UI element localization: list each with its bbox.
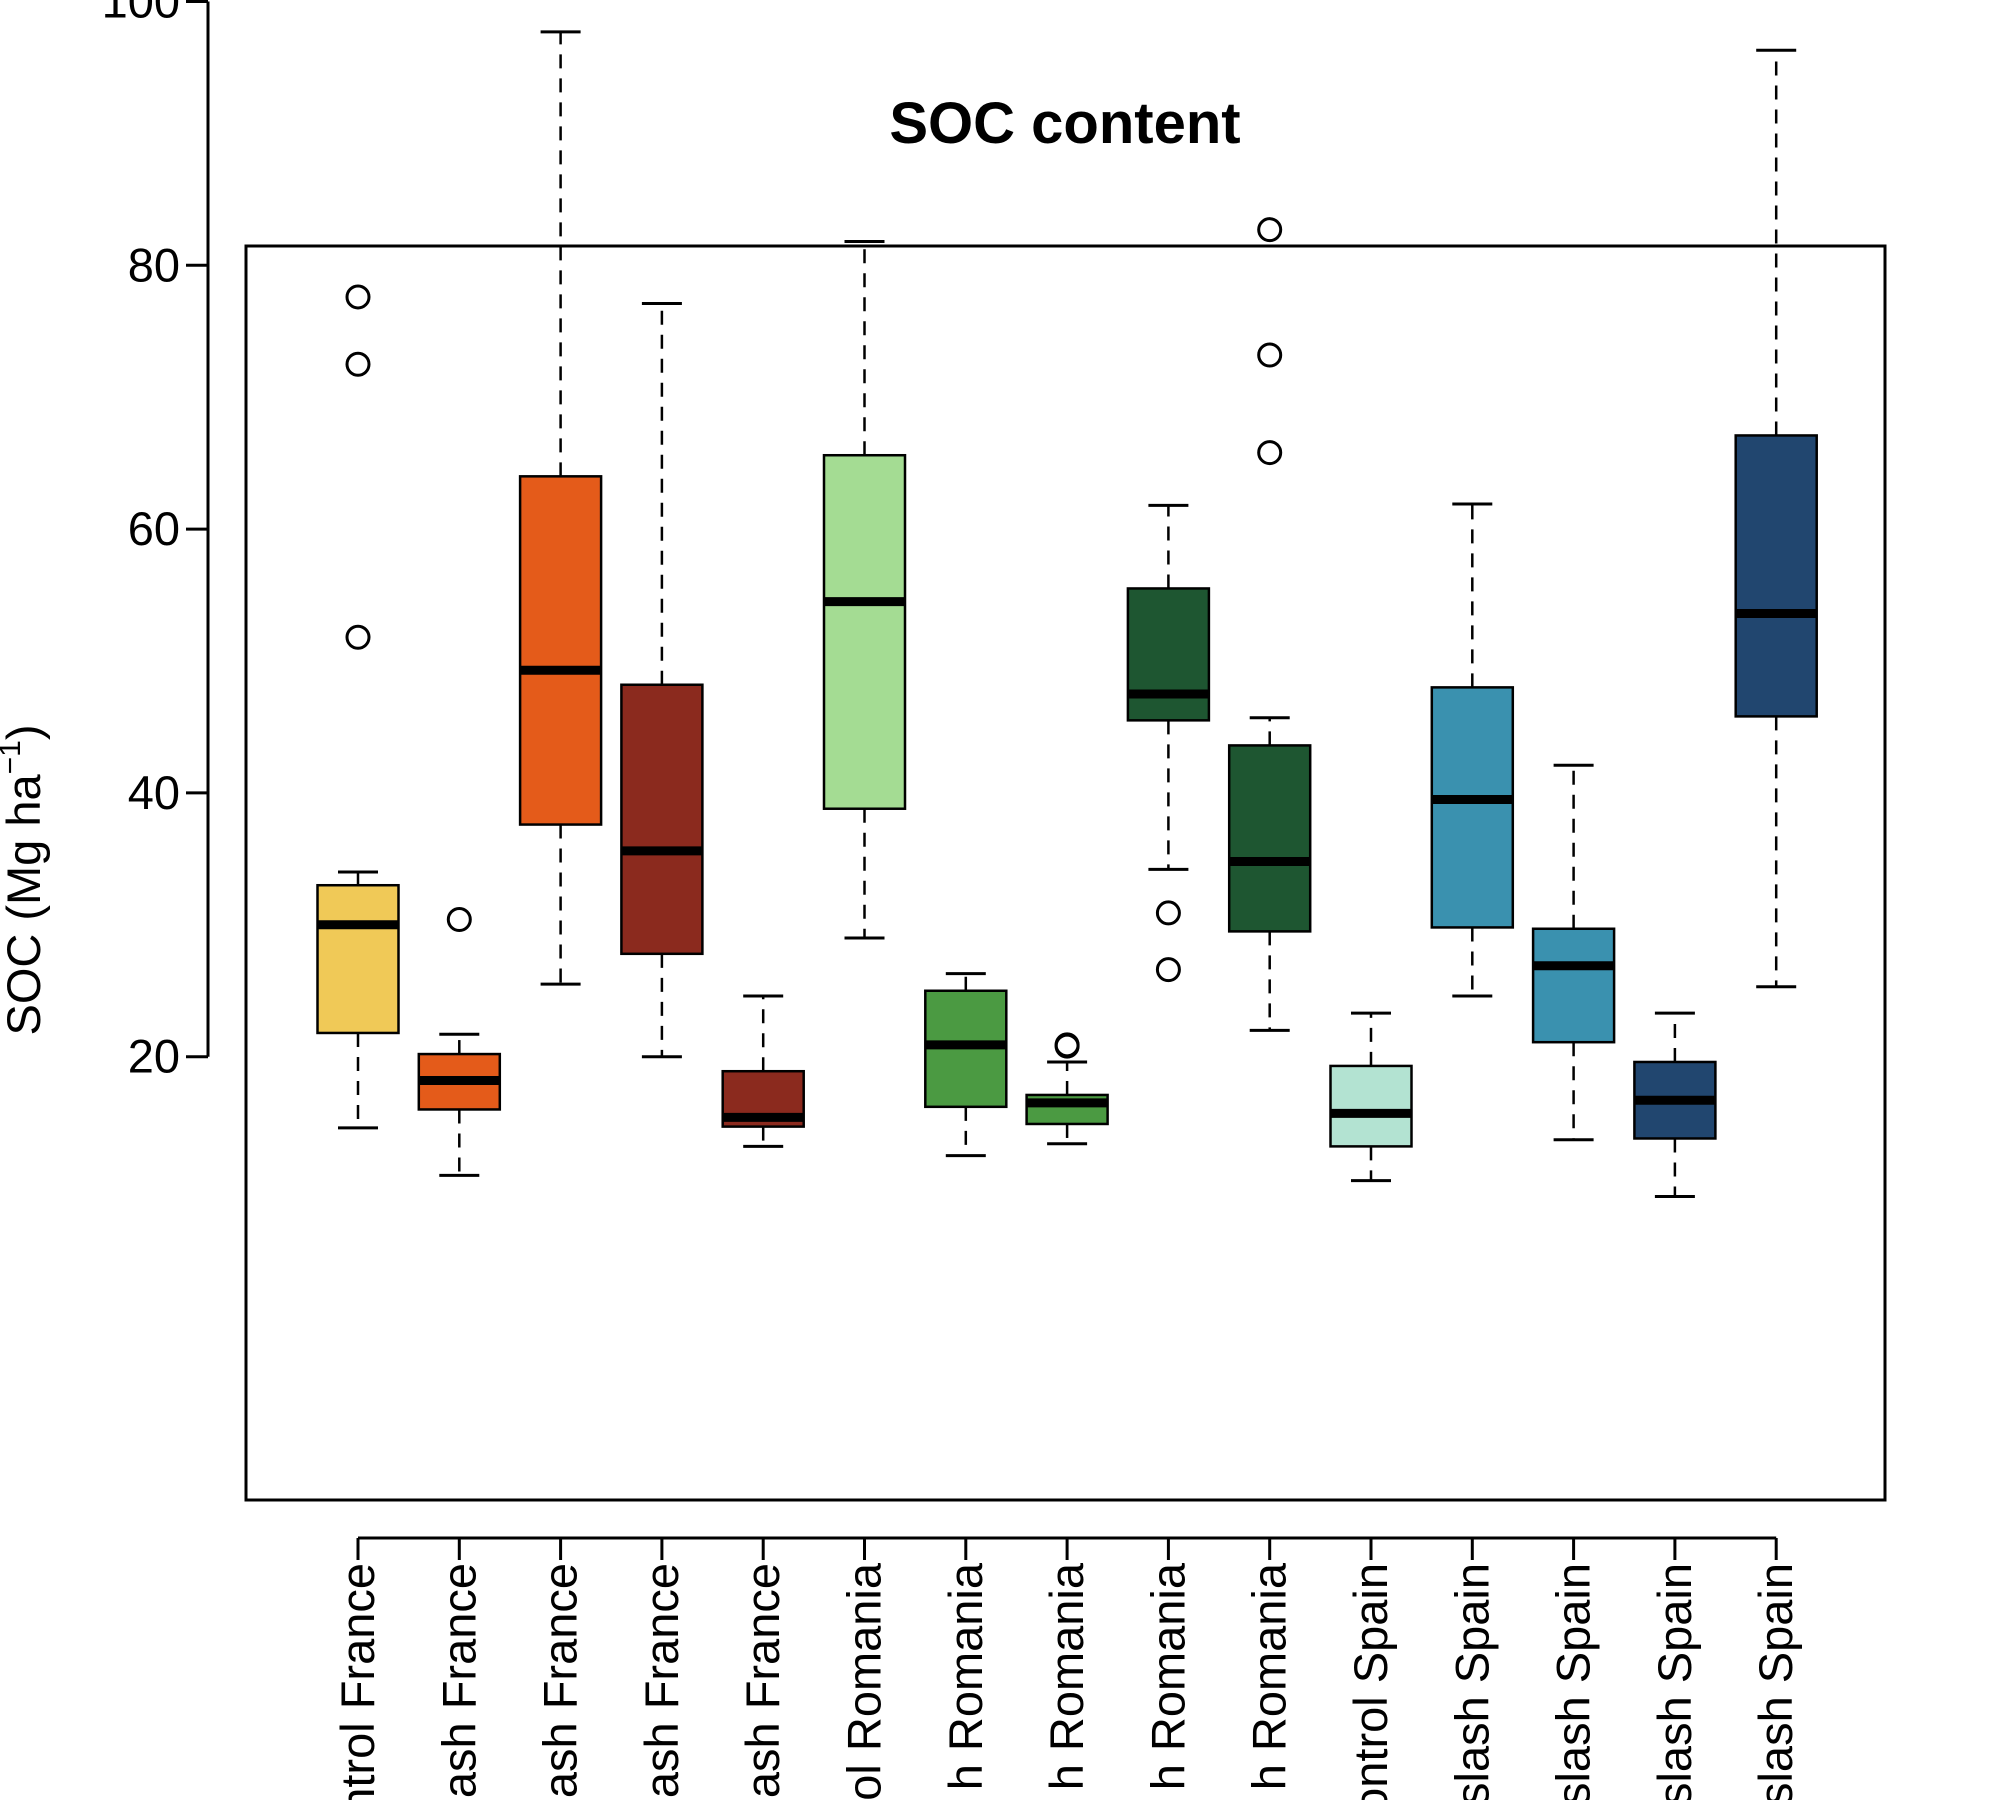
x-tick-label: slash Spain bbox=[1648, 1563, 1701, 1800]
box-iqr bbox=[620, 683, 704, 956]
box-13 bbox=[1531, 763, 1616, 1142]
box-iqr bbox=[1734, 434, 1818, 718]
x-tick-label: ontrol Spain bbox=[1344, 1563, 1397, 1800]
x-tick-label: ash France bbox=[635, 1563, 688, 1798]
x-tick-label: h Romania bbox=[1141, 1562, 1194, 1790]
x-axis: ntrol France ash France ash France ash Fran… bbox=[331, 1536, 1802, 1800]
y-tick-label: 20 bbox=[128, 1030, 180, 1083]
chart-title: SOC content bbox=[889, 91, 1240, 156]
outlier-point bbox=[1054, 1032, 1080, 1058]
box-12 bbox=[1430, 502, 1515, 998]
box-15 bbox=[1734, 48, 1818, 989]
x-tick-label: slash Spain bbox=[1547, 1563, 1600, 1800]
y-axis-label: SOC (Mg ha−1) bbox=[0, 724, 50, 1035]
x-tick-label: ol Romania bbox=[838, 1562, 891, 1800]
outlier-point bbox=[345, 624, 371, 650]
outlier-point bbox=[1257, 440, 1283, 466]
box-7 bbox=[924, 972, 1008, 1158]
box-iqr bbox=[1126, 587, 1211, 722]
box-iqr bbox=[822, 453, 907, 810]
y-axis-label-superscript: −1 bbox=[0, 740, 27, 774]
box-3 bbox=[518, 30, 603, 986]
box-iqr bbox=[1430, 686, 1515, 929]
x-tick-label: h Romania bbox=[1040, 1562, 1093, 1790]
y-tick-label: 40 bbox=[128, 766, 180, 819]
box-iqr bbox=[1531, 927, 1616, 1044]
box-6 bbox=[822, 240, 907, 940]
svg-text:SOC (Mg ha−1): SOC (Mg ha−1) bbox=[0, 724, 50, 1035]
outlier-point bbox=[345, 351, 371, 377]
box-1 bbox=[316, 284, 400, 1130]
box-iqr bbox=[316, 883, 400, 1035]
box-14 bbox=[1633, 1011, 1717, 1199]
box-iqr bbox=[1227, 744, 1312, 933]
x-tick-label: ash France bbox=[736, 1563, 789, 1798]
outlier-point bbox=[1257, 217, 1283, 243]
y-axis-label-close: ) bbox=[0, 724, 50, 740]
outlier-point bbox=[345, 284, 371, 310]
plot-frame bbox=[244, 244, 1887, 1502]
box-9 bbox=[1126, 503, 1211, 983]
y-tick-label: 60 bbox=[128, 502, 180, 555]
outlier-point bbox=[1155, 900, 1181, 926]
x-tick-label: ntrol France bbox=[331, 1563, 384, 1800]
x-tick-label: slash Spain bbox=[1749, 1563, 1802, 1800]
x-tick-label: slash Spain bbox=[1445, 1563, 1498, 1800]
outlier-point bbox=[446, 907, 472, 933]
y-tick-label: 100 bbox=[102, 0, 180, 28]
y-tick-label: 80 bbox=[128, 238, 180, 291]
x-tick-label: h Romania bbox=[1243, 1562, 1296, 1790]
box-5 bbox=[721, 994, 805, 1148]
box-2 bbox=[417, 907, 502, 1177]
x-tick-label: ash France bbox=[534, 1563, 587, 1798]
box-iqr bbox=[518, 475, 603, 826]
y-axis: 20 40 60 80 100 bbox=[102, 0, 210, 1083]
x-tick-label: h Romania bbox=[939, 1562, 992, 1790]
boxes-group bbox=[316, 30, 1818, 1199]
box-4 bbox=[620, 302, 704, 1059]
box-iqr bbox=[1329, 1064, 1413, 1148]
box-10 bbox=[1227, 217, 1312, 1032]
box-11 bbox=[1329, 1011, 1413, 1183]
x-tick-label: ash France bbox=[432, 1563, 485, 1798]
outlier-point bbox=[1155, 957, 1181, 983]
box-8 bbox=[1025, 1032, 1109, 1146]
y-axis-label-main: SOC (Mg ha bbox=[0, 773, 50, 1035]
outlier-point bbox=[1257, 342, 1283, 368]
